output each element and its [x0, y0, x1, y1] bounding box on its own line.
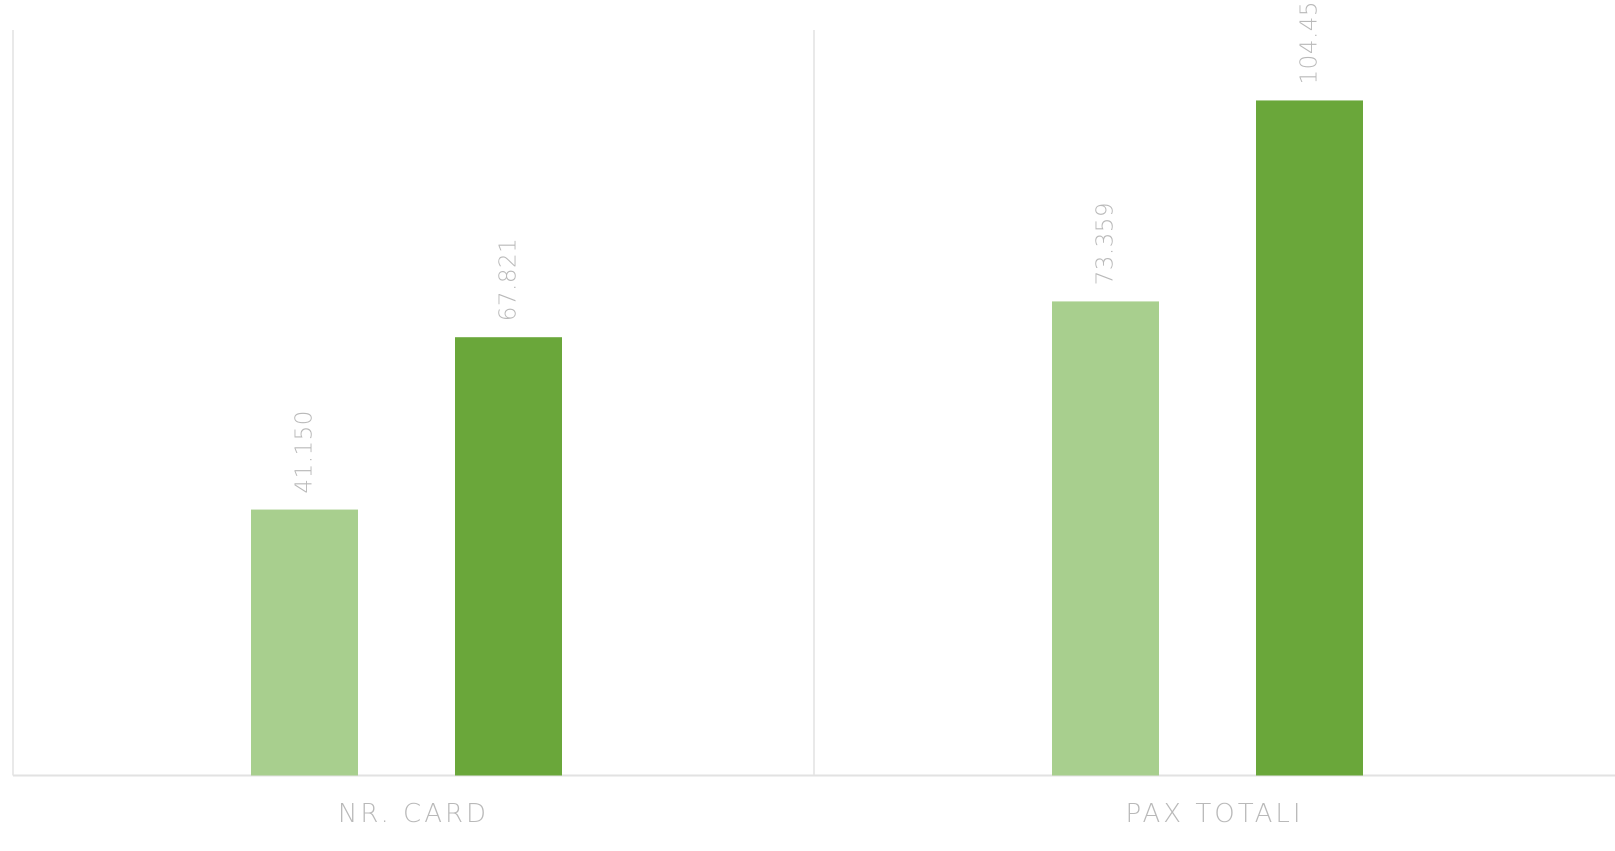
- chart-category-labels: NR. CARD PAX TOTALI: [338, 799, 1303, 829]
- bar-data-label: 67.821: [496, 238, 522, 321]
- bar: [251, 509, 358, 776]
- chart-bars: [251, 100, 1363, 776]
- bar-data-label: 41.150: [292, 410, 318, 493]
- bar-data-label: 73.359: [1093, 202, 1119, 285]
- bar: [455, 337, 562, 776]
- chart-data-labels: 41.150 67.821 73.359 104.457: [292, 0, 1323, 494]
- bar: [1052, 301, 1159, 776]
- x-tick-label: PAX TOTALI: [1125, 799, 1303, 829]
- x-tick-label: NR. CARD: [338, 799, 489, 829]
- bar: [1256, 100, 1363, 776]
- bar-data-label: 104.457: [1297, 0, 1323, 84]
